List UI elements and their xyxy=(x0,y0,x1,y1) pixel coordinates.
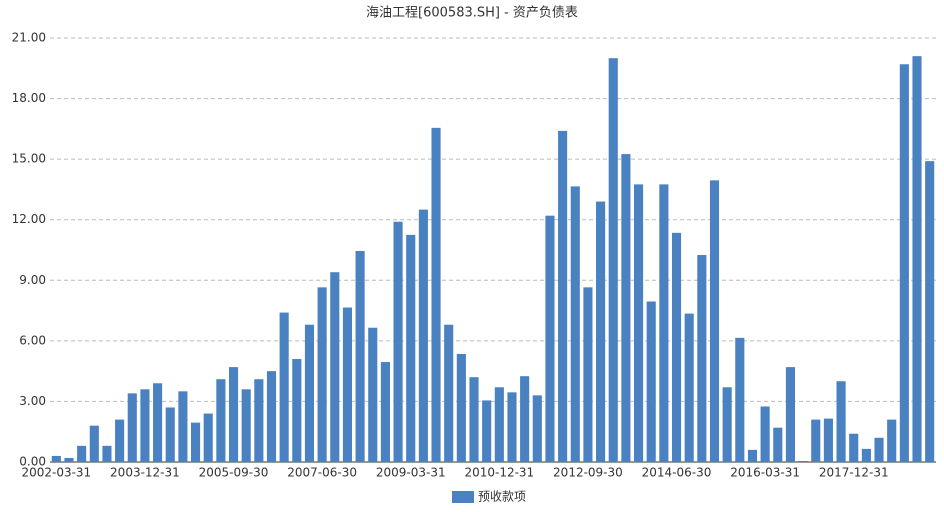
bar xyxy=(317,287,327,462)
bar xyxy=(51,455,61,462)
bar xyxy=(634,184,644,462)
bar xyxy=(368,327,378,462)
bar xyxy=(482,400,492,462)
bar xyxy=(393,221,403,462)
bar xyxy=(77,445,87,462)
x-tick-label: 2016-03-31 xyxy=(730,466,800,480)
bar xyxy=(444,324,454,462)
legend-swatch xyxy=(452,491,474,503)
bar xyxy=(153,383,163,462)
bar xyxy=(494,387,504,462)
x-tick-label: 2017-12-31 xyxy=(819,466,889,480)
bar xyxy=(254,379,264,462)
bar xyxy=(570,186,580,462)
bar xyxy=(507,392,517,462)
bar xyxy=(64,457,74,462)
bar xyxy=(456,353,466,462)
bar xyxy=(342,307,352,462)
x-tick-label: 2003-12-31 xyxy=(110,466,180,480)
bar xyxy=(165,407,175,462)
bar xyxy=(747,449,758,462)
legend-label: 预收款项 xyxy=(478,490,526,504)
x-tick-label: 2012-09-30 xyxy=(553,466,623,480)
bar xyxy=(874,437,884,462)
bar xyxy=(545,215,555,462)
y-tick-label: 0.00 xyxy=(19,455,46,469)
bar xyxy=(811,419,821,462)
bar xyxy=(709,180,720,463)
bar xyxy=(861,448,871,462)
bar xyxy=(735,337,745,462)
bar xyxy=(191,422,201,462)
bar xyxy=(228,367,239,462)
bar xyxy=(115,419,125,462)
bar xyxy=(140,389,150,462)
bar xyxy=(203,413,213,462)
bar xyxy=(469,377,479,462)
y-tick-label: 6.00 xyxy=(19,333,46,347)
y-tick-label: 21.00 xyxy=(12,31,46,45)
y-tick-label: 15.00 xyxy=(12,152,46,166)
bar xyxy=(773,427,783,462)
bar xyxy=(912,56,922,463)
bar xyxy=(671,232,682,462)
x-tick-label: 2007-06-30 xyxy=(287,466,357,480)
y-tick-label: 12.00 xyxy=(12,212,46,226)
y-tick-label: 3.00 xyxy=(19,394,46,408)
bar xyxy=(431,127,441,462)
bar xyxy=(760,406,770,462)
bar xyxy=(216,379,226,462)
bar xyxy=(823,418,833,462)
bar xyxy=(785,367,795,462)
bar xyxy=(899,64,909,462)
bar xyxy=(406,234,416,462)
x-tick-label: 2002-03-31 xyxy=(21,466,91,480)
bar xyxy=(418,209,428,462)
bar xyxy=(380,362,390,462)
bar xyxy=(583,287,593,462)
bar xyxy=(178,391,188,462)
bar xyxy=(684,313,694,462)
bar xyxy=(621,154,631,462)
bar xyxy=(355,251,365,462)
bar xyxy=(532,395,542,462)
bar xyxy=(558,130,568,462)
bar xyxy=(596,201,606,463)
bar xyxy=(849,433,859,462)
bar xyxy=(241,389,251,462)
bar xyxy=(102,445,112,462)
x-tick-label: 2009-03-31 xyxy=(376,466,446,480)
bar xyxy=(798,460,808,462)
x-tick-label: 2014-06-30 xyxy=(642,466,712,480)
x-tick-label: 2005-09-30 xyxy=(199,466,269,480)
y-tick-label: 18.00 xyxy=(12,91,46,105)
bar xyxy=(279,312,289,462)
bar xyxy=(127,393,137,462)
bar xyxy=(330,272,340,462)
bar xyxy=(89,425,99,462)
bar xyxy=(659,184,669,462)
bar xyxy=(266,371,277,462)
chart-title: 海油工程[600583.SH] - 资产负债表 xyxy=(366,6,578,21)
bar xyxy=(722,387,732,462)
x-tick-label: 2010-12-31 xyxy=(464,466,534,480)
y-tick-label: 9.00 xyxy=(19,273,46,287)
bar xyxy=(520,376,530,462)
bar xyxy=(887,419,897,462)
bar xyxy=(646,301,656,462)
bar xyxy=(292,359,302,462)
bar xyxy=(925,161,935,462)
bar xyxy=(836,381,846,462)
bar xyxy=(304,324,315,462)
bar xyxy=(608,58,618,462)
bar xyxy=(697,255,707,462)
